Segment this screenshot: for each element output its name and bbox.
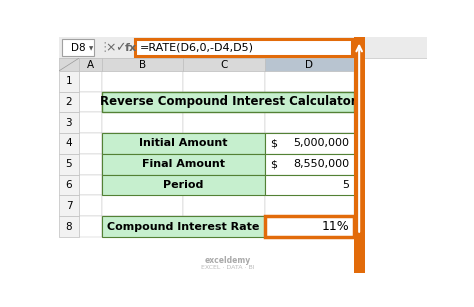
Bar — [59, 196, 79, 216]
Text: exceldemy: exceldemy — [205, 256, 251, 266]
Text: ✓: ✓ — [115, 41, 126, 54]
Bar — [264, 58, 354, 71]
Bar — [102, 154, 264, 175]
Bar — [183, 133, 264, 154]
Text: 7: 7 — [65, 201, 72, 211]
Text: Reverse Compound Interest Calculator: Reverse Compound Interest Calculator — [100, 95, 356, 108]
Bar — [102, 216, 183, 237]
Bar — [183, 175, 264, 196]
Bar — [79, 91, 102, 112]
Text: Initial Amount: Initial Amount — [139, 138, 228, 149]
Bar — [183, 112, 264, 133]
Bar — [183, 154, 264, 175]
Bar — [62, 39, 94, 56]
Text: 5,000,000: 5,000,000 — [293, 138, 349, 149]
Bar — [59, 58, 354, 273]
Bar — [264, 196, 354, 216]
Bar — [355, 59, 364, 272]
Text: B: B — [139, 60, 146, 70]
Text: 6: 6 — [65, 180, 72, 190]
Text: 8,550,000: 8,550,000 — [293, 159, 349, 169]
Bar — [102, 133, 264, 154]
Bar — [79, 133, 102, 154]
Bar — [102, 175, 264, 196]
Text: D: D — [305, 60, 313, 70]
Bar — [135, 39, 352, 56]
Bar — [354, 37, 365, 273]
Bar — [59, 154, 79, 175]
Bar — [59, 112, 79, 133]
Bar — [59, 133, 79, 154]
Bar — [264, 216, 354, 237]
Text: A: A — [87, 60, 94, 70]
Text: C: C — [220, 60, 228, 70]
Text: $: $ — [270, 138, 277, 149]
Bar — [264, 133, 354, 154]
Text: 11%: 11% — [321, 220, 349, 233]
Text: Period: Period — [163, 180, 203, 190]
Bar — [354, 37, 365, 273]
Bar — [59, 58, 79, 71]
Text: fx: fx — [124, 43, 137, 52]
Bar — [59, 71, 79, 91]
Text: 5: 5 — [342, 180, 349, 190]
Bar — [264, 175, 354, 196]
Text: 5: 5 — [65, 159, 72, 169]
Bar — [264, 112, 354, 133]
Bar — [354, 37, 365, 273]
Text: 4: 4 — [65, 138, 72, 149]
Text: Compound Interest Rate: Compound Interest Rate — [107, 222, 259, 232]
Bar — [183, 58, 264, 71]
Bar — [102, 216, 264, 237]
Bar — [183, 71, 264, 91]
Text: Final Amount: Final Amount — [142, 159, 225, 169]
Bar — [102, 91, 354, 112]
Text: $: $ — [270, 159, 277, 169]
Bar — [59, 37, 427, 58]
Bar — [102, 112, 183, 133]
Bar — [264, 133, 354, 154]
Bar — [264, 154, 354, 175]
Bar — [59, 216, 79, 237]
Bar — [264, 175, 354, 196]
Bar — [264, 91, 354, 112]
Bar — [183, 91, 264, 112]
Bar — [102, 196, 183, 216]
Bar — [79, 154, 102, 175]
Bar — [354, 37, 365, 273]
Bar — [79, 112, 102, 133]
Text: 3: 3 — [65, 118, 72, 128]
Bar — [183, 216, 264, 237]
Bar — [79, 71, 102, 91]
Bar — [79, 216, 102, 237]
Bar — [102, 58, 183, 71]
Bar — [102, 91, 183, 112]
Bar — [264, 216, 354, 237]
Text: ⋮: ⋮ — [98, 41, 110, 54]
Bar — [183, 196, 264, 216]
Text: D8: D8 — [71, 43, 85, 52]
Text: ×: × — [106, 41, 116, 54]
Text: EXCEL · DATA · BI: EXCEL · DATA · BI — [201, 265, 255, 270]
Bar — [79, 58, 102, 71]
Text: 8: 8 — [65, 222, 72, 232]
Bar — [264, 71, 354, 91]
Bar — [79, 196, 102, 216]
Text: 2: 2 — [65, 97, 72, 107]
Bar — [264, 154, 354, 175]
Bar — [102, 175, 183, 196]
Text: =RATE(D6,0,-D4,D5): =RATE(D6,0,-D4,D5) — [140, 43, 254, 52]
Bar — [59, 91, 79, 112]
Bar — [102, 133, 183, 154]
Bar — [102, 71, 183, 91]
Bar — [59, 175, 79, 196]
Bar — [102, 154, 183, 175]
Text: ▼: ▼ — [90, 46, 94, 51]
Text: 1: 1 — [65, 76, 72, 86]
Bar — [79, 175, 102, 196]
